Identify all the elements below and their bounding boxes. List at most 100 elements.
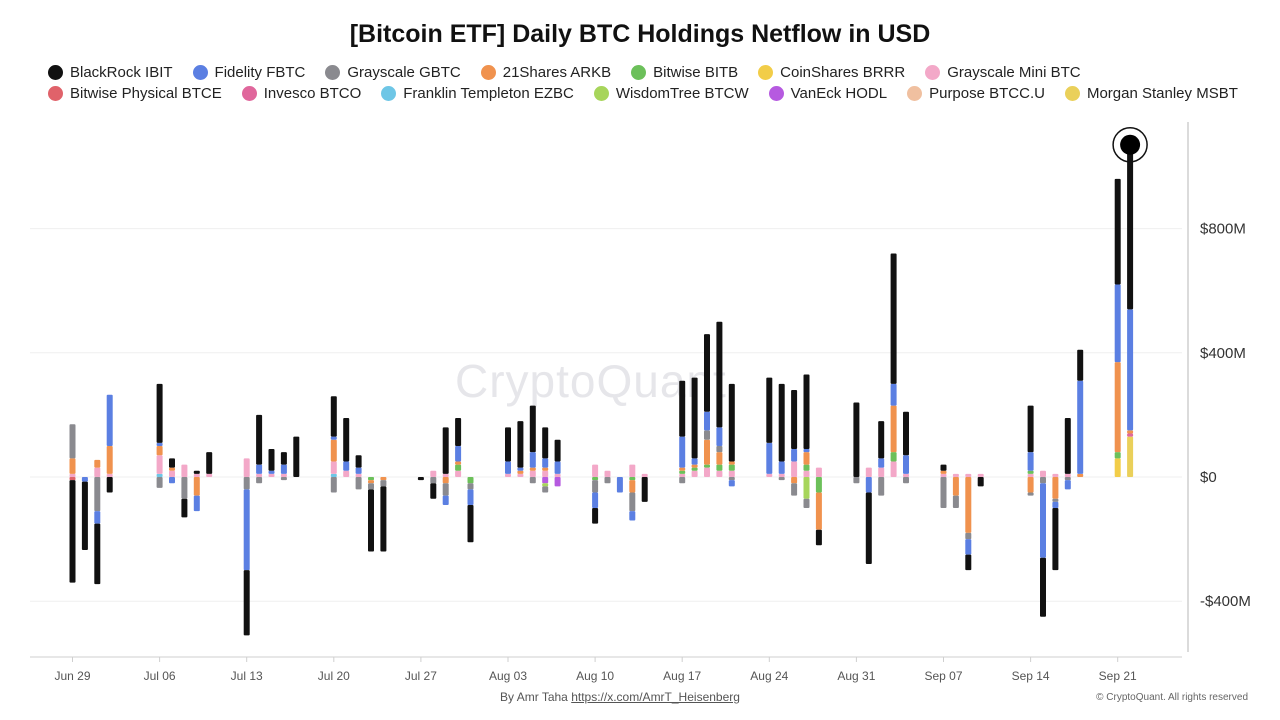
bar-segment (616, 477, 623, 493)
bar-stack (81, 477, 88, 550)
legend-item-invesco-btco[interactable]: Invesco BTCO (241, 85, 362, 102)
bar-segment (592, 492, 599, 509)
bar-segment (94, 511, 101, 524)
bar-segment (355, 467, 362, 474)
bar-segment (890, 383, 897, 406)
bar-segment (293, 436, 300, 477)
legend-item-blackrock-ibit[interactable]: BlackRock IBIT (48, 64, 173, 81)
bar-segment (330, 436, 337, 440)
legend-item-fidelity-fbtc[interactable]: Fidelity FBTC (192, 64, 305, 81)
bar-segment (865, 467, 872, 477)
bar-stack (728, 383, 735, 487)
x-tick-label: Aug 31 (837, 669, 875, 683)
x-tick-label: Aug 17 (663, 669, 701, 683)
bar-segment (106, 394, 113, 446)
bar-stack (243, 458, 250, 636)
legend-row-2: Bitwise Physical BTCE Invesco BTCO Frankli… (48, 83, 1258, 104)
bar-segment (679, 473, 686, 477)
bar-segment (69, 480, 76, 583)
bar-stack (815, 467, 822, 546)
bar-segment (430, 470, 437, 477)
bar-stack (1027, 405, 1034, 496)
legend-item-franklin-templeton-ezbc[interactable]: Franklin Templeton EZBC (381, 85, 574, 102)
bar-segment (1052, 501, 1059, 509)
bar-stack (691, 377, 698, 477)
bar-segment (1077, 380, 1084, 474)
legend-item-vaneck-hodl[interactable]: VanEck HODL (768, 85, 887, 102)
bar-stack (280, 452, 287, 481)
bar-stack (293, 436, 300, 477)
bar-segment (728, 464, 735, 471)
bar-stack (1040, 470, 1046, 617)
bar-stack (529, 405, 536, 484)
bar-stack (679, 380, 686, 484)
bar-stack (156, 383, 163, 488)
x-tick-label: Aug 24 (750, 669, 788, 683)
legend-item-bitwise-bitb[interactable]: Bitwise BITB (631, 64, 738, 81)
bar-segment (69, 477, 76, 481)
bar-stack (977, 473, 984, 487)
legend-label: Purpose BTCC.U (929, 85, 1045, 102)
bar-segment (1027, 477, 1034, 493)
bar-segment (467, 477, 474, 484)
bar-segment (716, 427, 723, 446)
bar-segment (1127, 309, 1134, 431)
legend-item-purpose-btcc-u[interactable]: Purpose BTCC.U (907, 85, 1045, 102)
bar-segment (330, 473, 337, 477)
bar-stack (1052, 473, 1059, 571)
bar-segment (517, 467, 524, 471)
legend-item-grayscale-gbtc[interactable]: Grayscale GBTC (325, 64, 461, 81)
x-tick-label: Sep 14 (1012, 669, 1050, 683)
bar-stack (554, 439, 561, 487)
bar-stack (256, 414, 263, 484)
bar-segment (193, 477, 200, 496)
legend-item-morgan-stanley-msbt[interactable]: Morgan Stanley MSBT (1064, 85, 1238, 102)
bar-segment (94, 523, 101, 585)
legend-label: BlackRock IBIT (70, 64, 173, 81)
legend-item-coinshares-brrr[interactable]: CoinShares BRRR (758, 64, 905, 81)
bar-segment (704, 430, 710, 440)
bar-stack (1077, 349, 1084, 477)
bar-segment (865, 492, 872, 564)
bar-segment (728, 480, 735, 487)
bar-segment (169, 470, 175, 477)
bar-segment (368, 483, 374, 490)
bar-segment (1114, 452, 1121, 459)
bar-segment (417, 477, 424, 481)
bar-stack (803, 374, 810, 509)
bar-segment (193, 470, 200, 474)
author-link[interactable]: https://x.com/AmrT_Heisenberg (571, 690, 740, 704)
bar-segment (1114, 362, 1121, 453)
bar-segment (791, 390, 798, 450)
bar-segment (94, 467, 101, 477)
bar-segment (704, 464, 710, 468)
bar-segment (716, 445, 723, 453)
bar-segment (1114, 178, 1121, 285)
legend-label: Invesco BTCO (263, 85, 362, 102)
legend-item-bitwise-physical-btce[interactable]: Bitwise Physical BTCE (48, 85, 222, 102)
bar-segment (629, 477, 636, 481)
bar-segment (94, 477, 101, 512)
bar-segment (890, 461, 897, 477)
bar-segment (355, 455, 362, 468)
bar-segment (815, 477, 822, 493)
legend-item-wisdomtree-btcw[interactable]: WisdomTree BTCW (593, 85, 749, 102)
bar-segment (679, 380, 686, 437)
bar-stack (368, 477, 374, 552)
legend-label: Franklin Templeton EZBC (403, 85, 574, 102)
highlight-ring (1112, 127, 1148, 163)
bar-segment (1052, 473, 1059, 477)
bar-stack (878, 421, 885, 496)
bar-stack (505, 427, 511, 477)
bar-segment (778, 473, 785, 477)
bar-segment (1127, 430, 1134, 434)
bar-segment (181, 477, 188, 499)
legend-item-grayscale-mini-btc[interactable]: Grayscale Mini BTC (925, 64, 1081, 81)
bar-segment (965, 473, 972, 477)
bar-segment (69, 473, 76, 477)
bar-segment (778, 461, 785, 474)
bar-stack (417, 477, 424, 481)
bar-segment (529, 452, 536, 468)
bar-segment (815, 492, 822, 530)
legend-item-21shares-arkb[interactable]: 21Shares ARKB (480, 64, 611, 81)
